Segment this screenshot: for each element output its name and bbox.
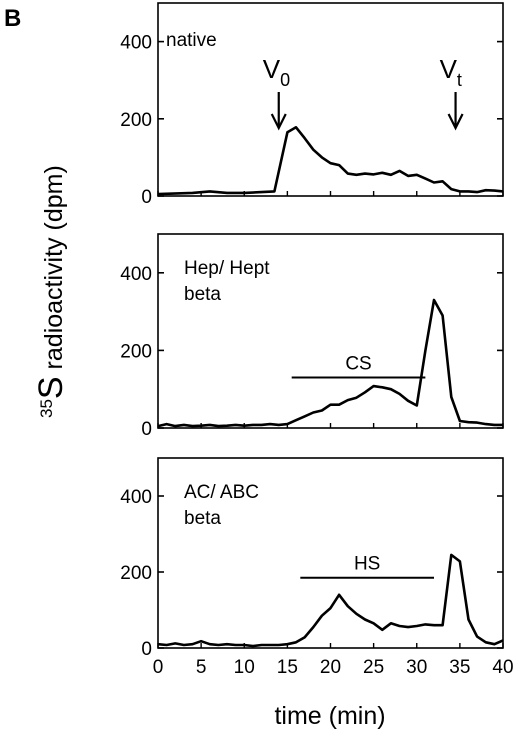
marker-label: Vt [440,54,462,90]
x-tick-label: 10 [234,657,255,678]
panel-label-line: Hep/ Hept [184,258,270,279]
marker-arrow-head [270,113,287,131]
y-tick-label: 200 [120,563,152,584]
x-tick-label: 30 [406,657,427,678]
marker-label-sub: t [457,70,462,90]
annotation-label: HS [354,554,380,575]
marker-label-main: V [440,54,458,84]
panel-label-line: beta [184,508,221,529]
y-tick-label: 0 [141,187,152,208]
marker-arrow-head [447,113,464,131]
y-axis-title-element: S [32,376,70,399]
x-axis-title: time (min) [274,702,385,730]
y-axis-title-superscript: 35 [37,399,56,418]
series-line [157,553,504,648]
marker-label-main: V [263,54,281,84]
annotation-label: CS [345,354,371,375]
y-tick-label: 400 [120,33,152,54]
x-tick-label: 15 [277,657,298,678]
y-tick-label: 0 [141,639,152,660]
x-tick-label: 40 [492,657,513,678]
y-tick-label: 0 [141,419,152,440]
panel-label-line: AC/ ABC [184,482,259,503]
x-tick-label: 35 [449,657,470,678]
y-tick-label: 200 [120,341,152,362]
series-line [157,126,504,196]
chart-panel-2: 0 200 400 Hep/ Hept beta CS [120,233,504,440]
y-axis-title: 35S radioactivity (dpm) [32,165,70,418]
x-tick-label: 5 [196,657,207,678]
y-tick-label: 200 [120,110,152,131]
x-tick-label: 20 [320,657,341,678]
y-tick-label: 400 [120,264,152,285]
x-tick-label: 0 [153,657,164,678]
x-tick-label: 25 [363,657,384,678]
y-axis-title-rest: radioactivity (dpm) [40,165,68,376]
marker-label: V0 [263,54,290,90]
y-tick-label: 400 [120,487,152,508]
panel-letter: B [4,5,21,32]
panel-label-line: beta [184,284,221,305]
panel-label-line: native [166,30,217,51]
series-line [157,298,503,428]
marker-label-sub: 0 [280,70,290,90]
chart-panel-3: 0 200 400 0 5 10 15 20 25 30 35 40 AC/ ABC beta HS [120,457,514,678]
